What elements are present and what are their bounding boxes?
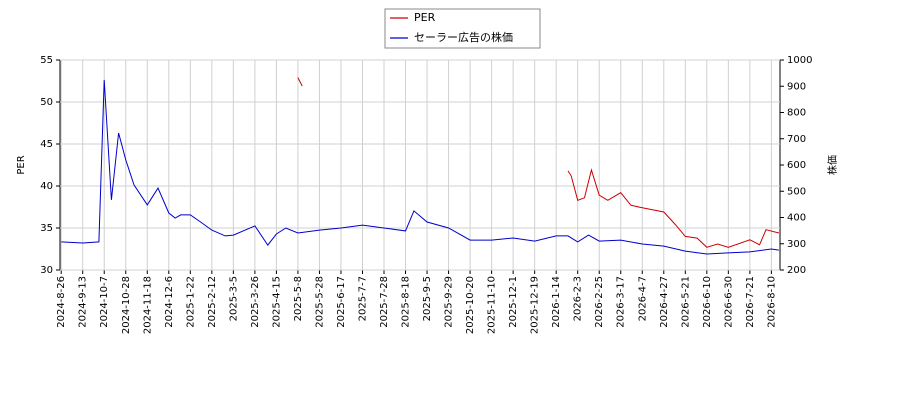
x-tick-label: 2026-4-27 [659,276,670,328]
x-tick-label: 2025-7-28 [379,276,390,328]
x-tick-label: 2024-9-13 [78,276,89,328]
x-tick-label: 2026-6-10 [702,276,713,328]
y-tick-label: 55 [40,55,53,66]
y2-tick-label: 600 [787,160,806,171]
x-tick-label: 2024-8-26 [56,276,67,328]
y2-tick-label: 400 [787,213,806,224]
x-tick-label: 2026-7-21 [745,276,756,328]
plot-frame [59,59,781,271]
series-line [297,77,780,248]
legend-box [384,8,541,49]
x-tick-label: 2025-5-28 [314,276,325,328]
y-tick-label: 35 [40,223,53,234]
x-tick-label: 2026-4-7 [637,276,648,321]
y2-tick-label: 900 [787,81,806,92]
x-tick-label: 2025-3-5 [228,276,239,321]
x-tick-label: 2025-9-5 [422,276,433,321]
y2-tick-label: 300 [787,239,806,250]
y2-tick-label: 800 [787,108,806,119]
x-tick-label: 2025-7-7 [357,276,368,321]
x-tick-label: 2025-12-1 [508,276,519,328]
x-tick-label: 2025-4-15 [271,276,282,328]
x-tick-label: 2026-5-21 [680,276,691,328]
y-axis-label: PER [16,155,27,174]
legend-label: セーラー広告の株価 [414,30,513,44]
y2-axis-label: 株価 [826,155,839,175]
x-tick-label: 2025-12-19 [530,276,541,334]
y2-tick-label: 700 [787,134,806,145]
legend-label: PER [414,11,436,24]
x-tick-label: 2025-3-26 [250,276,261,328]
y-tick-label: 45 [40,139,53,150]
x-tick-label: 2025-8-18 [401,276,412,328]
x-tick-label: 2025-1-22 [185,276,196,328]
x-tick-label: 2026-1-14 [551,276,562,328]
x-tick-label: 2025-10-20 [465,276,476,334]
y2-tick-label: 1000 [787,55,812,66]
x-tick-label: 2025-6-17 [336,276,347,328]
x-tick-label: 2025-2-12 [207,276,218,328]
y2-tick-label: 500 [787,186,806,197]
x-tick-label: 2026-2-3 [573,276,584,321]
y-tick-label: 40 [40,181,53,192]
legend: PER セーラー広告の株価 [384,8,541,49]
x-tick-label: 2026-2-25 [594,276,605,328]
x-tick-label: 2025-11-10 [487,276,498,334]
x-tick-label: 2026-6-30 [723,276,734,328]
x-tick-label: 2024-10-7 [99,276,110,328]
x-tick-label: 2025-9-29 [444,276,455,328]
y2-tick-label: 200 [787,265,806,276]
x-tick-label: 2024-10-28 [121,276,132,334]
x-tick-label: 2025-5-8 [293,276,304,321]
x-tick-label: 2024-11-18 [142,276,153,334]
y-tick-label: 30 [40,265,53,276]
x-tick-label: 2026-8-10 [766,276,777,328]
x-tick-label: 2026-3-17 [616,276,627,328]
x-tick-label: 2024-12-6 [164,276,175,328]
y-tick-label: 50 [40,97,53,108]
series-line [61,79,779,255]
